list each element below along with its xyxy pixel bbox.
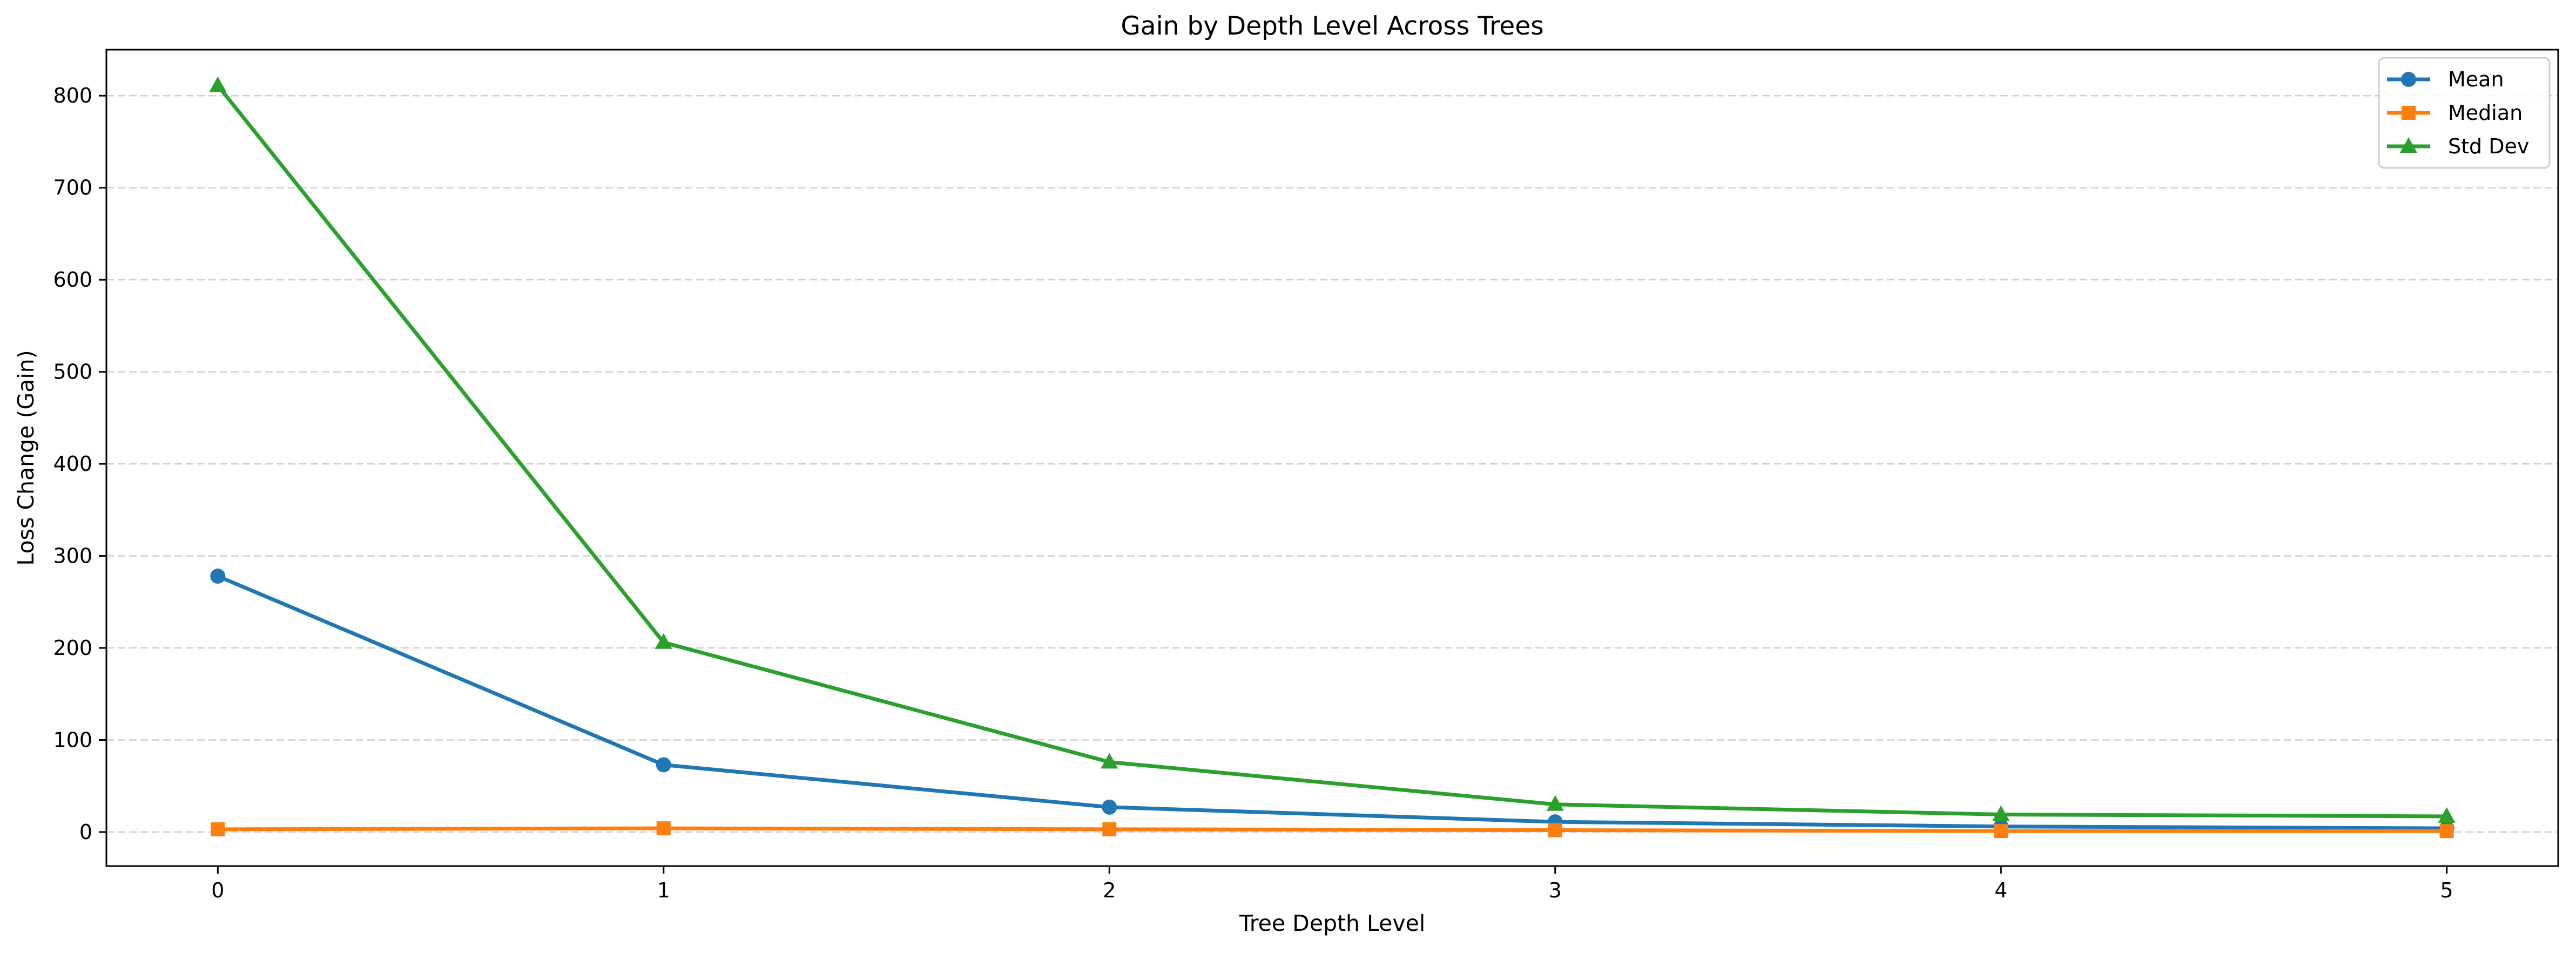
data-point-mean-0 — [210, 569, 226, 584]
legend-marker-std-dev — [2400, 137, 2417, 153]
data-point-std-dev-0 — [209, 76, 227, 92]
legend-item-mean: Mean — [2387, 67, 2504, 91]
series-line-mean — [215, 574, 2449, 830]
data-point-std-dev-3 — [1546, 795, 1564, 811]
legend-marker-mean — [2401, 72, 2416, 87]
y-tick-label-200: 200 — [53, 636, 92, 660]
y-tick-label-800: 800 — [53, 84, 92, 107]
y-tick-label-400: 400 — [53, 452, 92, 476]
y-tick-label-600: 600 — [53, 268, 92, 292]
data-point-mean-1 — [656, 757, 671, 773]
data-point-median-1 — [656, 821, 671, 836]
series-line-median — [215, 826, 2449, 833]
y-tick-label-100: 100 — [53, 728, 92, 752]
x-tick-label-0: 0 — [211, 878, 224, 902]
data-point-std-dev-4 — [1992, 805, 2010, 821]
data-point-median-0 — [211, 822, 225, 836]
legend-label-median: Median — [2448, 101, 2523, 125]
series-std-dev — [209, 76, 2456, 823]
x-tick-label-2: 2 — [1103, 878, 1116, 902]
series-mean — [210, 569, 2454, 836]
x-tick-label-5: 5 — [2440, 878, 2453, 902]
data-point-std-dev-1 — [655, 633, 672, 649]
x-axis-label: Tree Depth Level — [1239, 910, 1426, 936]
legend: Mean Median Std Dev — [2378, 57, 2551, 169]
gridlines — [106, 94, 2558, 833]
data-point-std-dev-5 — [2438, 807, 2456, 823]
data-point-mean-2 — [1102, 799, 1117, 815]
legend-item-median: Median — [2387, 101, 2523, 125]
x-tick-label-1: 1 — [657, 878, 670, 902]
y-tick-label-500: 500 — [53, 360, 92, 384]
data-point-median-3 — [1548, 823, 1562, 837]
data-point-std-dev-2 — [1101, 753, 1118, 769]
series-median — [211, 821, 2454, 839]
plot-frame — [105, 49, 2559, 867]
x-tick-label-3: 3 — [1549, 878, 1562, 902]
y-tick-label-0: 0 — [79, 820, 92, 844]
y-axis: 0 100 200 300 400 500 600 700 800 — [53, 84, 106, 844]
x-axis: 0 1 2 3 4 5 — [211, 866, 2453, 902]
legend-label-std-dev: Std Dev — [2448, 134, 2529, 158]
x-tick-label-4: 4 — [1994, 878, 2007, 902]
series-line-std-dev — [215, 83, 2449, 819]
y-tick-label-300: 300 — [53, 544, 92, 568]
legend-box — [2378, 57, 2551, 169]
data-point-median-2 — [1102, 822, 1117, 836]
legend-label-mean: Mean — [2448, 67, 2504, 91]
legend-item-std-dev: Std Dev — [2387, 134, 2529, 158]
y-axis-label: Loss Change (Gain) — [13, 350, 39, 565]
data-point-median-5 — [2439, 824, 2454, 839]
legend-marker-median — [2402, 106, 2416, 120]
chart-title: Gain by Depth Level Across Trees — [1121, 11, 1543, 41]
data-point-median-4 — [1994, 824, 2008, 839]
y-tick-label-700: 700 — [53, 176, 92, 200]
series-layer — [209, 76, 2456, 839]
